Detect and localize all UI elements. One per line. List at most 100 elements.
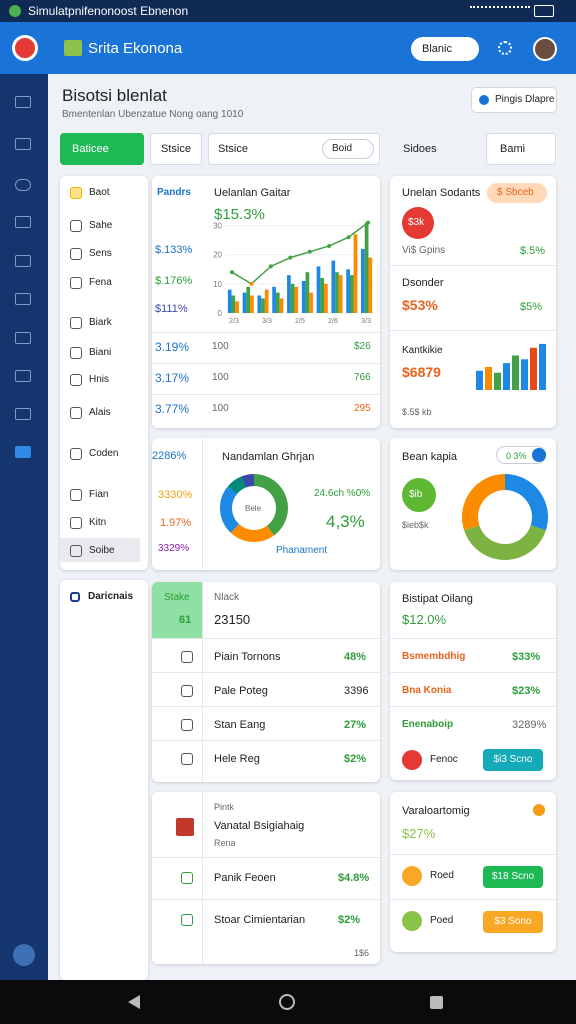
donut-legend: Phanament <box>276 545 328 556</box>
donut-title: Nandamlan Ghrjan <box>222 451 315 463</box>
bar <box>368 257 373 313</box>
pie-label: $ieb$k <box>402 520 429 530</box>
battery <box>534 5 554 17</box>
growth-title: Bistipat Oilang <box>402 593 473 605</box>
rail-icon[interactable] <box>15 179 31 191</box>
menu-item[interactable]: Sens <box>89 248 112 259</box>
row-icon <box>402 866 422 886</box>
line-point <box>307 249 312 254</box>
brand-icon <box>64 40 82 56</box>
status-title: Simulatpnifenonoost Ebnenon <box>28 4 189 18</box>
line-point <box>230 270 234 275</box>
bar <box>331 260 336 313</box>
bar <box>257 295 262 313</box>
bar <box>294 286 299 313</box>
row-label[interactable]: Hele Reg <box>214 753 260 765</box>
row-label[interactable]: Stan Eang <box>214 719 266 731</box>
rail-icon[interactable] <box>15 408 31 420</box>
growth-button[interactable]: $i3 Scno <box>483 749 543 771</box>
rail-icon[interactable] <box>15 96 31 108</box>
menu-icon <box>70 317 82 329</box>
row-label[interactable]: Enenaboip <box>402 719 454 730</box>
trend-chart: 0 10 20 30 2/3 3/3 2/5 2/6 3/3 <box>213 220 374 325</box>
rail-icon[interactable] <box>15 332 31 344</box>
primary-button-label: Baticee <box>72 143 109 155</box>
row-label[interactable]: Panik Feoen <box>214 872 276 884</box>
sales-label: Dsonder <box>402 277 444 289</box>
sales-icon-text: $3k <box>408 217 425 228</box>
secondary-button[interactable] <box>150 133 202 165</box>
menu-item[interactable]: Soibe <box>89 545 115 556</box>
menu-item[interactable]: Biark <box>89 317 112 328</box>
menu-icon <box>70 220 82 232</box>
detail-kicker: Pintk <box>214 802 235 812</box>
sales-badge <box>487 183 547 203</box>
rail-help[interactable] <box>13 944 35 966</box>
trend-line <box>231 222 369 285</box>
menu-item[interactable]: Kitn <box>89 517 107 528</box>
row-button[interactable]: $3 Sono <box>483 911 543 933</box>
donut-segment <box>241 474 255 488</box>
bar <box>275 292 280 313</box>
bar <box>231 295 236 313</box>
row-label[interactable]: Bsmembdhig <box>402 651 466 662</box>
header-button-label: Pingis Dlapre <box>495 94 555 105</box>
donut-segment <box>253 474 288 536</box>
bar <box>335 272 339 313</box>
growth-footer-icon <box>402 750 422 770</box>
filter-select[interactable] <box>322 139 374 159</box>
avatar[interactable] <box>533 37 557 61</box>
row-label[interactable]: Bna Konia <box>402 685 452 696</box>
divider <box>390 706 556 707</box>
menu-icon <box>70 347 82 359</box>
row-label[interactable]: Pale Poteg <box>214 685 268 697</box>
list-head-value: 23150 <box>214 612 251 627</box>
x-tick-label: 2/5 <box>295 318 305 325</box>
app-logo[interactable] <box>12 35 38 61</box>
nav-home[interactable] <box>279 994 295 1010</box>
section-icon <box>70 592 80 602</box>
bar <box>503 363 510 390</box>
menu-item[interactable]: Coden <box>89 448 119 459</box>
menu-icon <box>70 248 82 260</box>
sort-select[interactable] <box>486 133 556 165</box>
line-point <box>327 243 332 248</box>
rail-icon[interactable] <box>15 216 31 228</box>
bar <box>309 292 313 313</box>
bar <box>287 275 291 313</box>
search-pill[interactable] <box>411 37 479 61</box>
nav-recents[interactable] <box>430 996 443 1009</box>
sync-icon[interactable] <box>498 41 512 55</box>
detail-sub: Rena <box>214 838 236 848</box>
nav-back[interactable] <box>128 995 140 1009</box>
bar <box>361 248 365 313</box>
var-title: Varaloartomig <box>402 805 470 817</box>
menu-item[interactable]: Sahe <box>89 220 113 231</box>
rail-icon-active[interactable] <box>15 446 31 458</box>
trend-row-mid: 100 <box>212 372 229 383</box>
row-value: $4.8% <box>338 872 370 884</box>
menu-item[interactable]: Biani <box>89 347 112 358</box>
status-icon <box>9 5 21 17</box>
search-field[interactable]: Sidoes <box>403 143 437 155</box>
status-icons <box>470 6 530 18</box>
divider <box>202 438 203 570</box>
menu-item[interactable]: Fena <box>89 277 112 288</box>
search-text: Blanic <box>422 43 452 55</box>
filter-box[interactable] <box>208 133 380 165</box>
menu-item[interactable]: Fian <box>89 489 109 500</box>
rail-icon[interactable] <box>15 293 31 305</box>
primary-button[interactable] <box>60 133 144 165</box>
rail-icon[interactable] <box>15 370 31 382</box>
rail-icon[interactable] <box>15 255 31 267</box>
menu-icon <box>70 187 82 199</box>
menu-item[interactable]: Alais <box>89 407 111 418</box>
row-label[interactable]: Piain Tornons <box>214 651 281 663</box>
rail-icon[interactable] <box>15 138 31 150</box>
row-button[interactable]: $18 Scno <box>483 866 543 888</box>
menu-item[interactable]: Hnis <box>89 374 110 385</box>
row-label[interactable]: Stoar Cimientarian <box>214 914 306 926</box>
section-label[interactable]: Daricnais <box>88 591 134 602</box>
sales-value: $6879 <box>402 364 441 380</box>
menu-item[interactable]: Baot <box>89 187 110 198</box>
